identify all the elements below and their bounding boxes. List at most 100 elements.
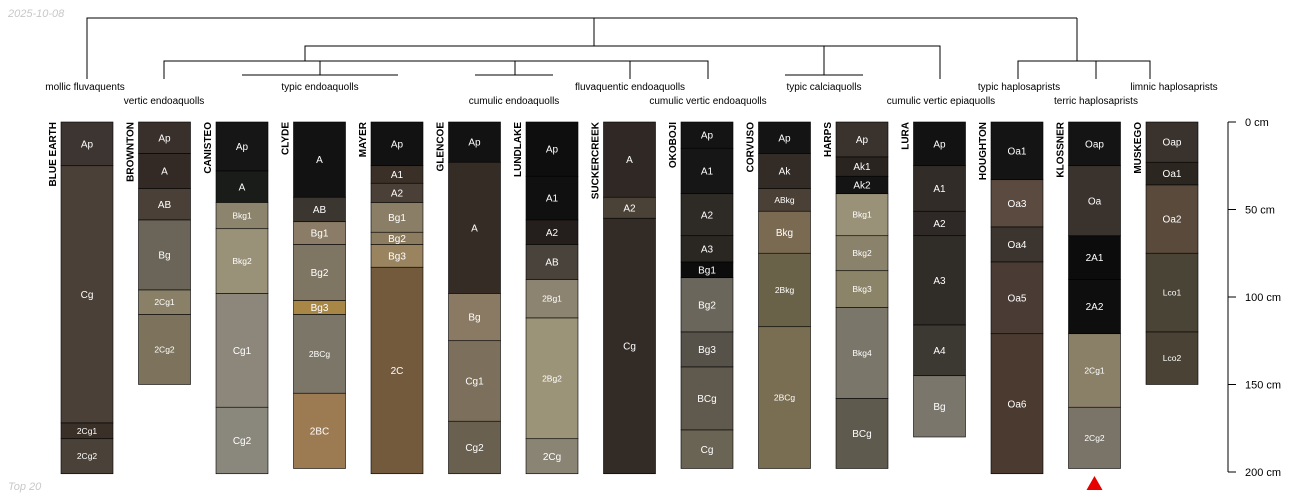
horizon-label: Cg <box>81 290 94 301</box>
date-stamp: 2025-10-08 <box>8 8 65 20</box>
horizon-label: A <box>161 167 168 178</box>
horizon <box>138 289 191 315</box>
horizon-label: Oa3 <box>1008 199 1027 210</box>
profile-suckercreek: SUCKERCREEK A A2 Cg <box>591 121 656 475</box>
horizon-label: Oa5 <box>1008 293 1027 304</box>
dendrogram <box>86 17 1151 79</box>
class-label: terric haplosaprists <box>1054 96 1138 107</box>
horizon <box>680 429 734 469</box>
horizon <box>448 293 501 342</box>
horizon <box>1068 279 1121 335</box>
class-label: cumulic vertic epiaquolls <box>887 96 995 107</box>
horizon <box>913 324 966 377</box>
horizon <box>525 279 579 319</box>
horizon <box>215 406 269 475</box>
horizon <box>603 121 656 198</box>
horizon-label: Bkg2 <box>852 248 872 258</box>
horizon-label: BCg <box>852 429 871 440</box>
horizon-label: Bg3 <box>311 303 329 314</box>
profile-name: OKOBOJI <box>668 122 679 168</box>
horizon-label: BCg <box>697 394 716 405</box>
horizon <box>138 188 191 221</box>
horizon <box>680 193 734 237</box>
horizon-label: Oap <box>1163 138 1182 149</box>
horizon-label: Bg <box>158 251 170 262</box>
horizon <box>215 170 269 203</box>
horizon-label: Bg3 <box>698 345 716 356</box>
horizon <box>448 121 501 163</box>
horizon <box>215 293 269 408</box>
axis-tick-label: 200 cm <box>1245 467 1281 479</box>
horizon-label: Bg2 <box>311 268 329 279</box>
horizon-label: Cg2 <box>233 436 252 447</box>
horizon-label: 2Cg2 <box>1084 433 1105 443</box>
profile-canisteo: CANISTEO Ap A Bkg1 Bkg2 Cg1 Cg2 <box>203 121 269 475</box>
profile-name: BROWNTON <box>126 122 137 182</box>
profile-mayer: MAYER Ap A1 A2 Bg1 Bg2 Bg3 2C <box>358 121 424 475</box>
horizon-label: Bkg1 <box>232 211 252 221</box>
horizon-label: Cg1 <box>465 377 484 388</box>
horizon-label: A1 <box>546 194 559 205</box>
dendrogram-branch <box>86 17 1077 79</box>
markers <box>1086 476 1103 490</box>
horizon-label: Ap <box>701 131 714 142</box>
horizon-label: A4 <box>933 346 946 357</box>
horizon-label: Oa2 <box>1163 215 1182 226</box>
horizon-label: Bg2 <box>388 234 406 245</box>
profile-name: SUCKERCREEK <box>591 121 602 199</box>
horizon-label: A <box>626 155 633 166</box>
profile-lura: LURA Ap A1 A2 A3 A4 Bg <box>901 121 966 438</box>
profile-name: HOUGHTON <box>978 122 989 180</box>
horizon-label: 2Bg2 <box>542 373 562 383</box>
horizon-label: Bkg1 <box>852 210 872 220</box>
horizon-label: Bg <box>468 313 480 324</box>
axis-tick-label: 0 cm <box>1245 117 1269 129</box>
horizon <box>1068 165 1121 237</box>
horizon <box>1145 184 1199 254</box>
horizon-label: A2 <box>933 219 946 230</box>
horizon-label: 2Cg1 <box>1084 365 1105 375</box>
horizon-label: 2BCg <box>309 349 331 359</box>
horizon <box>990 333 1044 475</box>
horizon <box>1068 121 1121 167</box>
horizon-label: Oa <box>1088 196 1102 207</box>
horizon <box>293 392 346 469</box>
horizon <box>680 121 734 149</box>
horizon <box>370 121 424 167</box>
profile-name: HARPS <box>823 122 834 157</box>
class-label: vertic endoaquolls <box>124 96 205 107</box>
horizon-label: AB <box>313 205 327 216</box>
horizon-label: AB <box>545 258 559 269</box>
horizon-label: Ak1 <box>853 162 871 173</box>
horizon <box>1145 331 1199 385</box>
horizon <box>525 438 579 475</box>
horizon-label: 2Cg2 <box>77 451 98 461</box>
horizon <box>835 270 889 308</box>
horizon <box>680 331 734 368</box>
class-label: typic calciaquolls <box>786 82 861 93</box>
marker-triangle <box>1086 476 1103 490</box>
horizon <box>525 121 579 177</box>
horizon-label: Ap <box>856 135 869 146</box>
horizon <box>370 266 424 475</box>
horizon <box>913 165 966 212</box>
horizon-label: 2Cg1 <box>77 426 98 436</box>
horizon <box>835 121 889 158</box>
horizon-label: Ap <box>933 139 946 150</box>
horizon-label: Ak2 <box>853 181 871 192</box>
horizon-label: Bg1 <box>388 213 406 224</box>
footnote: Top 20 <box>8 481 42 493</box>
profile-name: GLENCOE <box>436 122 447 172</box>
horizon <box>293 314 346 394</box>
class-label: fluvaquentic endoaquolls <box>575 82 685 93</box>
class-label: limnic haplosaprists <box>1130 82 1217 93</box>
profile-clyde: CLYDE A AB Bg1 Bg2 Bg3 2BCg 2BC <box>281 122 346 469</box>
profile-name: KLOSSNER <box>1056 121 1067 177</box>
profile-name: BLUE EARTH <box>48 122 59 186</box>
horizon-label: Oap <box>1085 139 1104 150</box>
horizon-label: Bg3 <box>388 251 406 262</box>
horizon <box>990 261 1044 335</box>
horizon <box>913 235 966 326</box>
